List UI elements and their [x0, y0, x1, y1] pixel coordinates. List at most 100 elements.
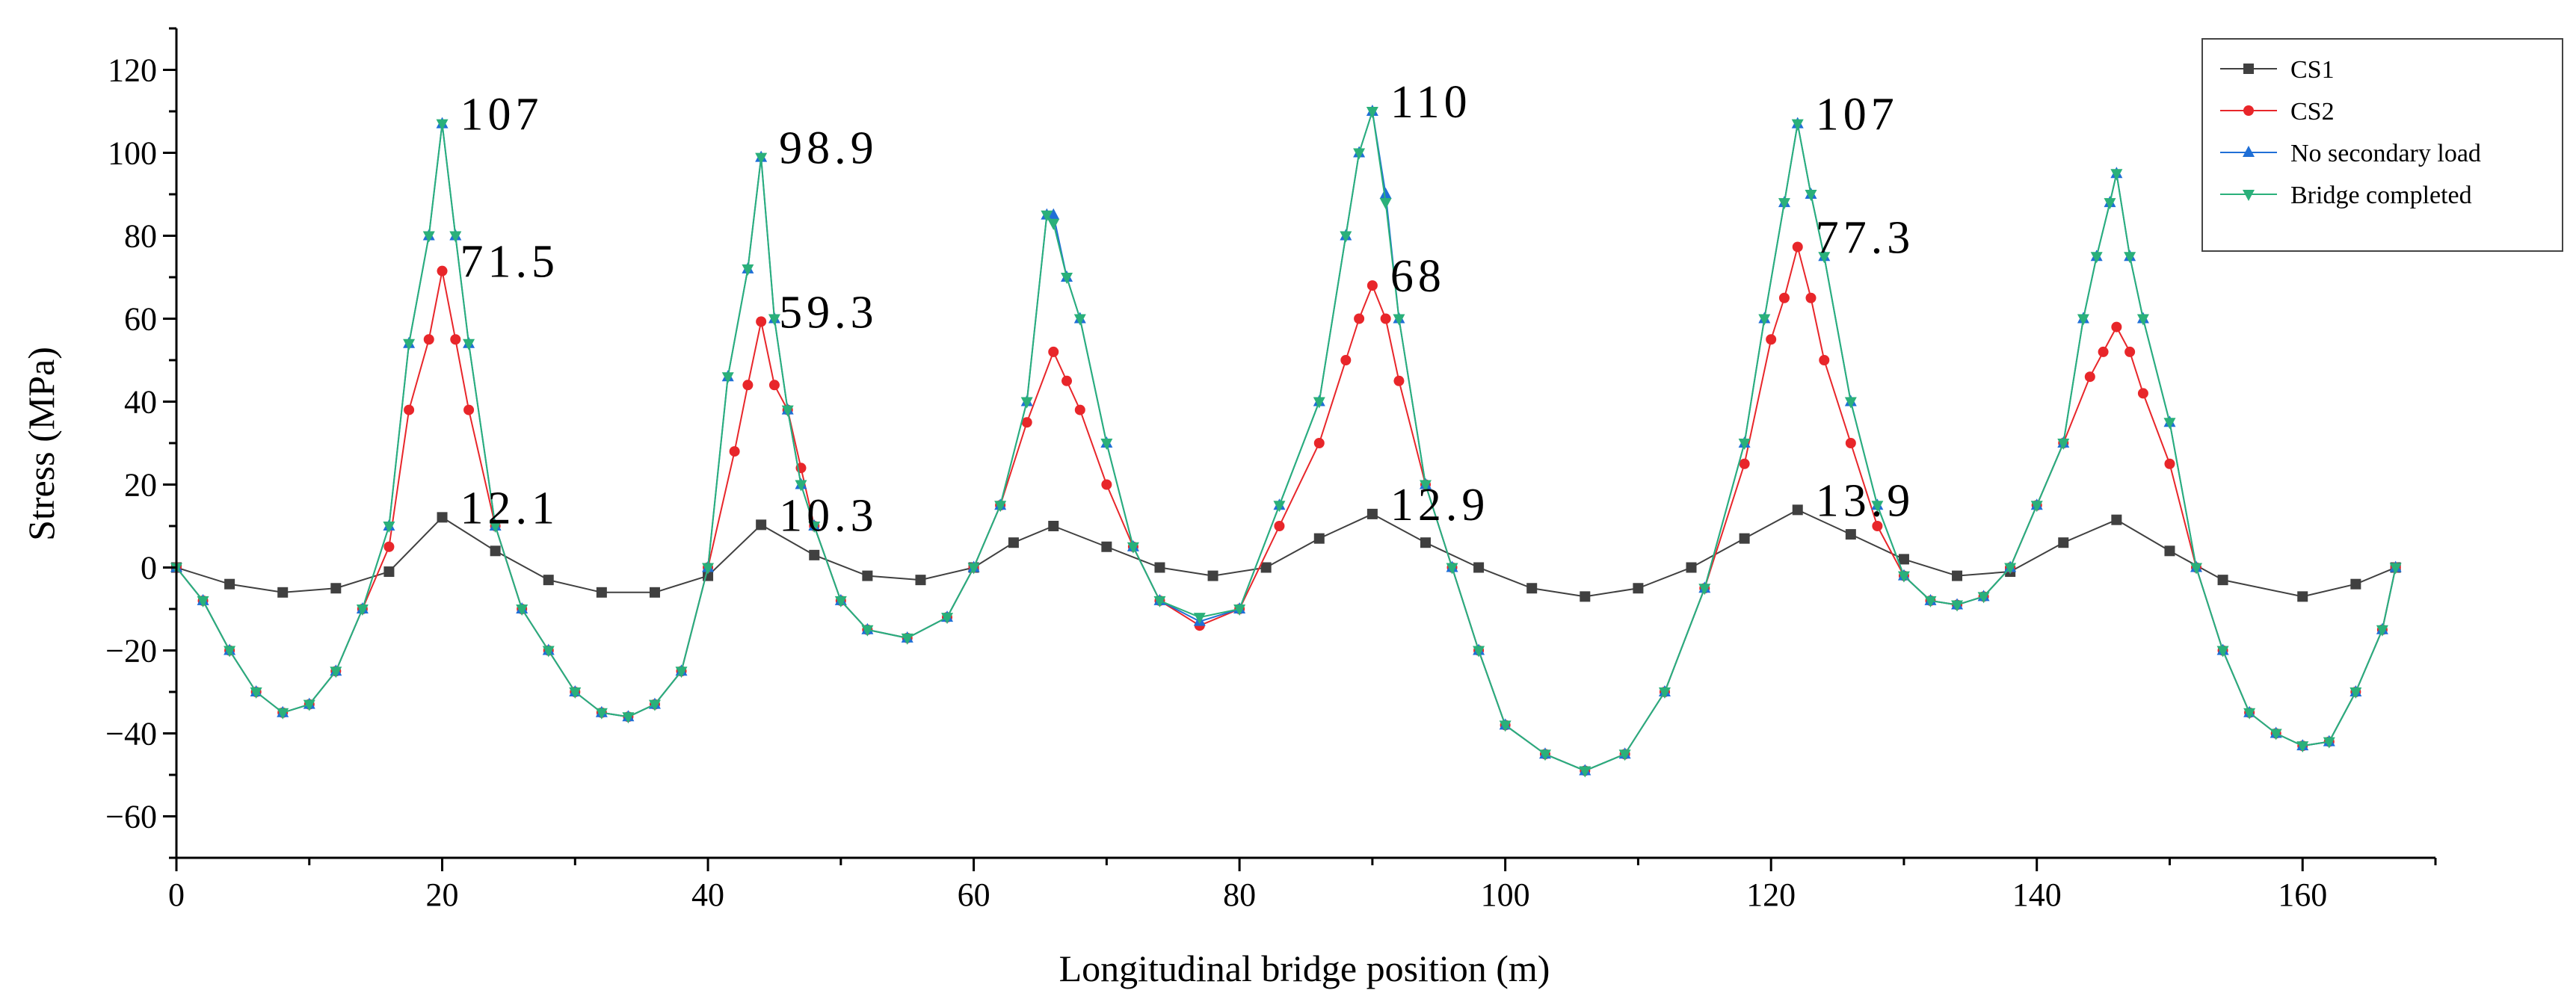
data-point — [1366, 508, 1378, 519]
data-point — [755, 152, 768, 164]
legend-item: CS2 — [2220, 98, 2335, 126]
y-tick-label: 100 — [108, 135, 157, 172]
data-point — [1791, 119, 1804, 131]
series-layer — [170, 105, 2402, 778]
data-label: 98.9 — [779, 123, 878, 174]
data-point — [795, 480, 807, 492]
data-point — [768, 380, 780, 391]
data-point — [489, 522, 502, 533]
y-tick-label: 120 — [108, 52, 157, 89]
data-point — [1897, 571, 1910, 583]
data-point — [1061, 273, 1073, 284]
data-point — [1526, 583, 1538, 594]
data-point — [490, 545, 501, 557]
data-label: 110 — [1390, 77, 1472, 128]
x-tick-label: 60 — [958, 876, 990, 913]
data-label: 13.9 — [1816, 475, 1915, 526]
data-label: 71.5 — [460, 237, 560, 288]
y-axis-title: Stress (MPa) — [20, 347, 62, 541]
data-point — [1353, 148, 1366, 160]
data-point — [596, 587, 607, 598]
data-point — [1618, 749, 1631, 761]
data-point — [2163, 418, 2176, 430]
data-point — [1805, 292, 1817, 303]
legend-item: No secondary load — [2220, 140, 2481, 167]
data-point — [1898, 554, 1909, 565]
data-point — [1233, 605, 1246, 616]
data-point — [437, 512, 448, 523]
data-point — [1686, 562, 1697, 573]
data-point — [1260, 562, 1272, 573]
data-point — [1379, 198, 1392, 210]
data-point — [768, 314, 780, 326]
data-point — [2190, 563, 2203, 575]
y-tick-label: 80 — [124, 218, 157, 255]
data-label: 68 — [1390, 251, 1446, 302]
data-point — [1273, 501, 1286, 513]
data-point — [1100, 439, 1113, 450]
data-label: 77.3 — [1816, 212, 1915, 263]
y-tick-label: −60 — [105, 799, 157, 835]
data-point — [1020, 397, 1033, 409]
data-point — [2077, 314, 2089, 326]
legend: CS1 CS2 No secondary load Bridge completed — [2201, 38, 2563, 252]
data-point — [1274, 521, 1285, 531]
data-point — [224, 646, 236, 658]
data-point — [2098, 346, 2109, 357]
data-point — [1778, 292, 1790, 303]
data-point — [1738, 439, 1751, 450]
data-point — [277, 587, 289, 598]
data-point — [449, 231, 462, 243]
data-point — [330, 667, 342, 678]
y-tick-label: −40 — [105, 716, 157, 752]
data-point — [1393, 375, 1405, 386]
data-point — [2217, 575, 2228, 586]
legend-item: CS1 — [2220, 56, 2335, 84]
data-point — [2084, 371, 2095, 383]
data-point — [1758, 314, 1771, 326]
data-point — [543, 575, 554, 586]
data-point — [809, 549, 820, 560]
data-point — [1579, 766, 1591, 778]
data-point — [2323, 737, 2335, 749]
data-point — [2090, 252, 2103, 264]
data-point — [1380, 313, 1391, 324]
data-point — [1048, 346, 1059, 357]
data-point — [1048, 521, 1059, 531]
data-point — [967, 563, 980, 575]
data-point — [1924, 596, 1937, 607]
data-point — [2137, 388, 2148, 399]
data-point — [1101, 479, 1112, 490]
data-point — [330, 583, 342, 594]
data-point — [1792, 241, 1803, 253]
data-point — [721, 372, 734, 384]
data-point — [2389, 563, 2402, 575]
data-point — [1366, 280, 1378, 291]
data-point — [729, 446, 740, 457]
axes-layer: 0 20 40 60 80 100 120 140 160 −60 −40 −20 0 20 40 60 80 1… — [105, 27, 2437, 913]
data-point — [1633, 583, 1644, 594]
data-point — [1193, 613, 1206, 625]
legend-label: Bridge completed — [2290, 182, 2472, 209]
data-point — [1047, 218, 1060, 230]
legend-box — [2201, 38, 2563, 252]
data-point — [2243, 190, 2255, 201]
data-label: 10.3 — [779, 490, 878, 541]
data-point — [2376, 625, 2388, 637]
data-point — [834, 596, 847, 607]
data-point — [1805, 190, 1817, 201]
x-tick-label: 100 — [1481, 876, 1530, 913]
data-point — [1538, 749, 1551, 761]
x-axis-title: Longitudinal bridge position (m) — [1059, 947, 1550, 989]
data-point — [994, 501, 1007, 513]
data-point — [756, 316, 767, 327]
data-point — [1766, 334, 1777, 345]
data-point — [2104, 198, 2116, 210]
data-point — [808, 522, 821, 533]
data-point — [1778, 198, 1790, 210]
data-point — [2136, 314, 2149, 326]
data-point — [1818, 252, 1831, 264]
data-point — [277, 708, 289, 720]
data-point — [1845, 438, 1856, 448]
